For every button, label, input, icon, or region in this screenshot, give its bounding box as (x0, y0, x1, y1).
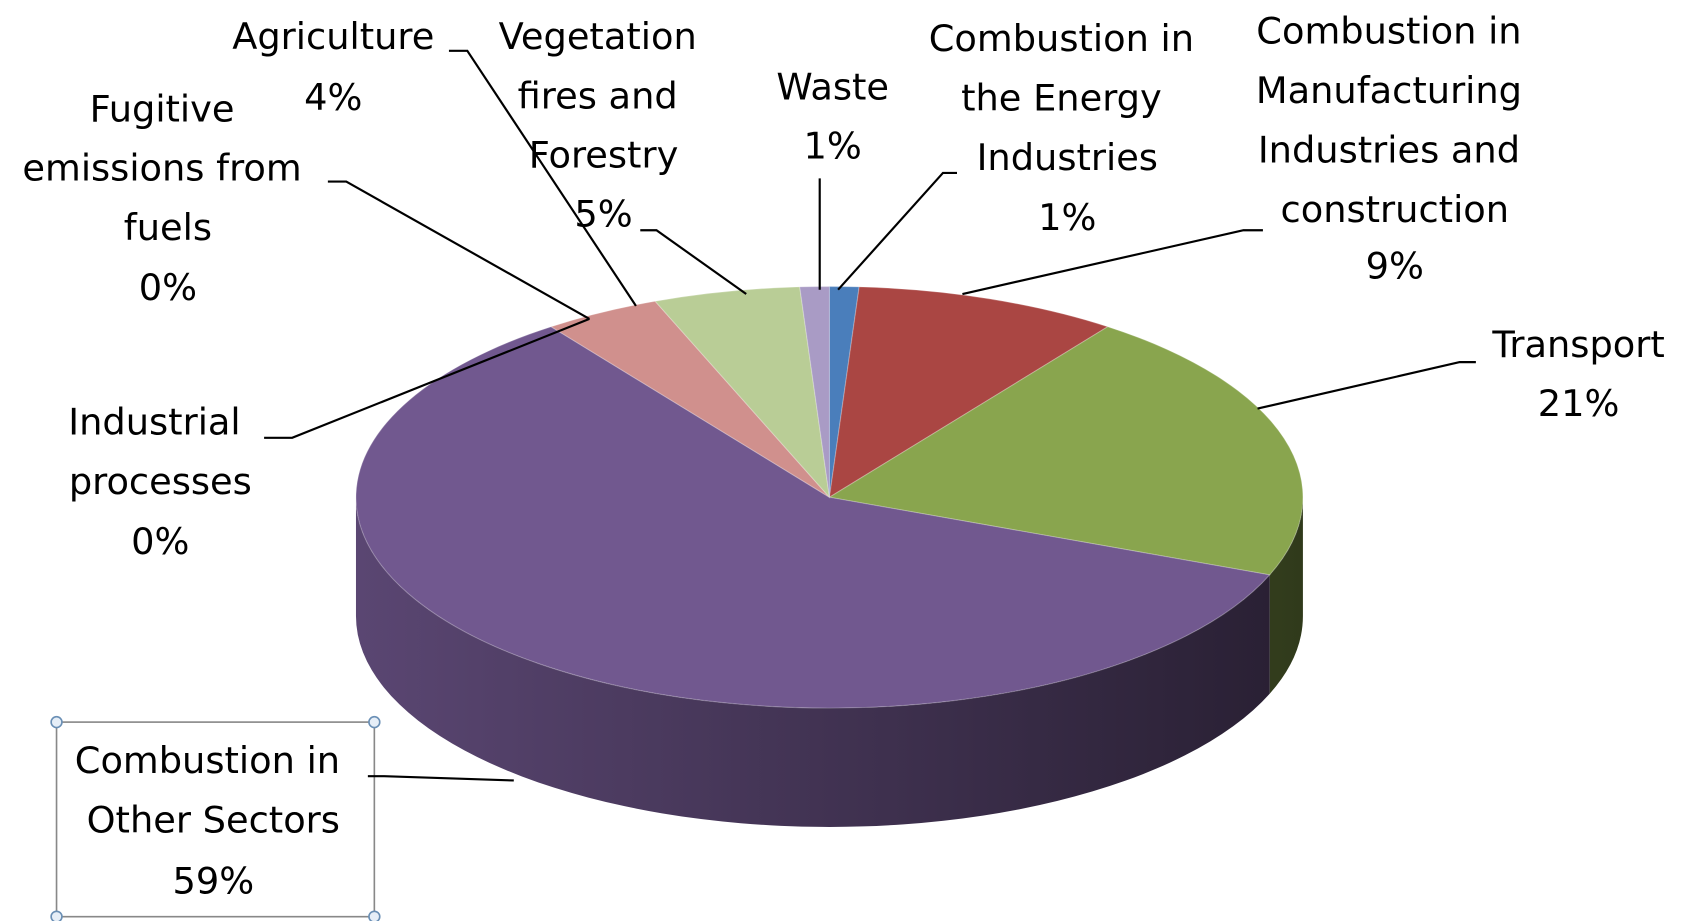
leader-line (1257, 361, 1476, 410)
leader-line (264, 317, 590, 439)
leader-line (962, 229, 1263, 296)
slice-side (355, 497, 1270, 827)
value-label: 0% (131, 520, 189, 563)
label-line: Agriculture (232, 14, 434, 57)
value-label: 1% (804, 125, 862, 168)
slice (799, 285, 830, 498)
value-label: 0% (139, 266, 197, 309)
label-line: Industries and (1258, 128, 1532, 171)
category-label: Industrial processes (68, 400, 252, 502)
label-line: construction (1281, 187, 1510, 230)
label-line: Combustion in (75, 739, 352, 782)
leader-line (640, 229, 747, 295)
slice-side (1269, 497, 1303, 694)
label-line: Waste (776, 65, 889, 108)
label-line: Vegetation (499, 14, 709, 57)
label-line: Transport (1491, 322, 1664, 365)
category-label: Combustion in the Energy Industries (929, 16, 1206, 178)
label-line: processes (69, 460, 252, 503)
category-label: Agriculture (232, 14, 434, 57)
category-label: Combustion in Manufacturing Industries a… (1256, 9, 1534, 230)
label-line: Fugitive (90, 87, 247, 130)
label-line: fires and (518, 74, 690, 117)
value-label: 9% (1366, 245, 1424, 288)
leader-line (327, 180, 590, 320)
slice (549, 300, 830, 498)
value-label: 5% (574, 193, 632, 236)
label-line: Manufacturing (1256, 68, 1534, 111)
pie-sides (355, 497, 1303, 827)
label-line: Industrial (68, 400, 252, 443)
selection-handles (50, 715, 381, 921)
labels: Combustion in the Energy Industries 1% Com… (22, 9, 1664, 903)
value-label: 59% (172, 860, 254, 903)
value-label: 4% (304, 76, 362, 119)
label-line: fuels (124, 206, 212, 249)
slice (828, 286, 1110, 499)
category-label: Combustion in Other Sectors (75, 739, 352, 841)
leader-line (448, 49, 637, 307)
leader-line (837, 171, 958, 291)
label-line: the Energy (961, 76, 1173, 119)
label-line: Industries (977, 135, 1158, 178)
value-label: 21% (1538, 382, 1620, 425)
label-line: Combustion in (1256, 9, 1533, 52)
category-label: Waste (776, 65, 889, 108)
slice (827, 326, 1304, 576)
label-line: Forestry (529, 133, 679, 176)
selection-box (55, 721, 376, 918)
label-line: emissions from (22, 146, 313, 189)
leader-line (367, 775, 514, 782)
slice (654, 286, 831, 499)
value-label: 1% (1038, 196, 1096, 239)
pie-tops (355, 285, 1304, 709)
label-line: Combustion in (929, 16, 1206, 59)
category-label: Transport (1491, 322, 1664, 365)
category-label: Vegetation fires and Forestry (499, 14, 709, 176)
label-line: Other Sectors (87, 798, 340, 841)
category-label: Fugitive emissions from fuels (22, 87, 313, 249)
slice (828, 285, 860, 498)
slice (355, 326, 1271, 709)
